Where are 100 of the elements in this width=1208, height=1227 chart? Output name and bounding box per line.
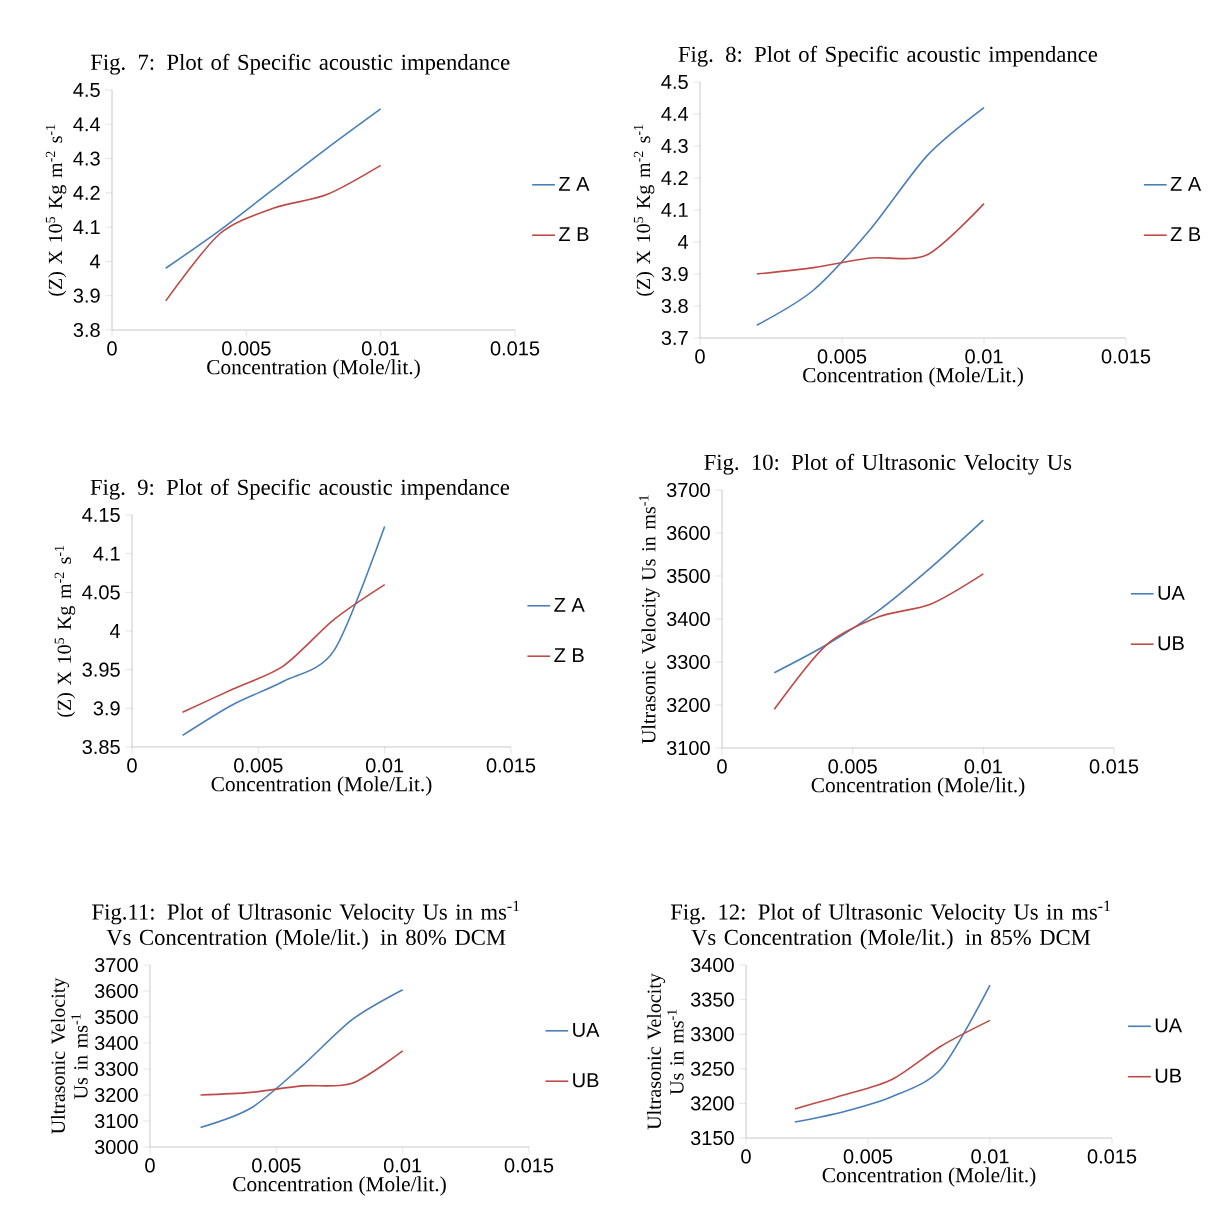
x-tick-label: 0 — [717, 759, 727, 774]
y-tick-label: 4.05 — [82, 585, 120, 600]
line-series — [165, 108, 382, 270]
legend-label: Z B — [559, 227, 589, 242]
line-series — [773, 573, 985, 711]
x-tick-label: 0 — [145, 1158, 155, 1173]
y-tick-label: 3.85 — [82, 739, 120, 755]
chart-title: Fig. 8: Plot of Specific acoustic impendance — [678, 45, 1098, 67]
x-axis-title: Concentration (Mole/lit.) — [811, 777, 1025, 797]
x-tick-label: 0.005 — [843, 1149, 893, 1164]
x-axis-title: Concentration (Mole/Lit.) — [211, 776, 432, 796]
y-axis-title: (Z) X 10$^{5}$ Kg m$^{-2}$ s$^{-1}$ — [633, 124, 655, 296]
y-axis-title: Ultrasonic Velocity Us in ms$^{-1}$ — [639, 495, 660, 744]
x-tick-label: 0.015 — [486, 758, 536, 773]
y-tick-label: 3400 — [94, 1035, 138, 1051]
y-tick-label: 4.1 — [661, 203, 688, 217]
y-tick-label: 3600 — [94, 983, 138, 999]
x-tick-label: 0.005 — [828, 759, 877, 774]
legend-label: Z A — [1170, 176, 1202, 191]
y-tick-label: 3100 — [666, 740, 710, 756]
x-tick-label: 0.005 — [817, 349, 867, 364]
legend-label: UA — [573, 1022, 600, 1037]
y-tick-label: 4.5 — [661, 75, 688, 89]
y-tick-label: 3600 — [666, 525, 710, 541]
legend-label: UA — [1158, 585, 1185, 600]
line-series — [794, 1019, 991, 1110]
line-series — [199, 1050, 404, 1096]
y-tick-label: 3.9 — [73, 288, 100, 303]
x-tick-label: 0.01 — [366, 758, 404, 773]
chart-title: Fig. 9: Plot of Specific acoustic impendance — [90, 478, 510, 500]
legend-label: Z A — [554, 597, 585, 612]
y-tick-label: 3400 — [666, 611, 710, 627]
y-axis-title: (Z) X 10$^{5}$ Kg m$^{-2}$ s$^{-1}$ — [45, 124, 67, 296]
x-tick-label: 0.005 — [234, 758, 283, 773]
y-axis-title: Ultrasonic Velocity Us in ms$^{-1}$ — [646, 973, 684, 1130]
x-tick-label: 0 — [107, 341, 117, 356]
y-tick-label: 4.2 — [73, 185, 100, 200]
y-tick-label: 4 — [90, 254, 101, 269]
chart-title: Fig. 7: Plot of Specific acoustic impendance — [90, 53, 510, 75]
y-tick-label: 4 — [110, 624, 121, 638]
y-tick-label: 3.9 — [661, 266, 688, 282]
line-series — [773, 519, 985, 674]
line-series — [181, 525, 386, 737]
y-tick-label: 4.1 — [93, 546, 120, 561]
x-tick-label: 0.015 — [1101, 349, 1151, 364]
line-series — [756, 202, 985, 275]
x-tick-label: 0.01 — [971, 1149, 1009, 1164]
x-tick-label: 0.005 — [252, 1158, 301, 1173]
y-tick-label: 3700 — [94, 957, 138, 973]
x-tick-label: 0 — [127, 758, 137, 773]
y-tick-label: 3100 — [94, 1113, 138, 1129]
y-tick-label: 3300 — [666, 654, 710, 670]
x-tick-label: 0.01 — [362, 341, 400, 356]
chart-title: Fig. 12: Plot of Ultrasonic Velocity Us in ms$^{-1}$ Vs Concentration (Mole/lit.) in 85% DCM — [670, 900, 1111, 950]
y-tick-label: 3500 — [94, 1009, 138, 1025]
line-series — [756, 106, 985, 326]
y-tick-label: 4.15 — [82, 508, 120, 522]
legend-label: UB — [1155, 1068, 1182, 1083]
y-axis-title: Ultrasonic Velocity Us in ms$^{-1}$ — [50, 977, 88, 1134]
y-tick-label: 3150 — [690, 1130, 734, 1146]
legend-label: UA — [1155, 1018, 1183, 1033]
y-tick-label: 3700 — [666, 482, 710, 498]
x-tick-label: 0.015 — [1089, 759, 1139, 774]
legend-label: Z B — [1170, 227, 1201, 242]
x-tick-label: 0.015 — [504, 1158, 554, 1173]
y-axis-title: (Z) X 10$^{5}$ Kg m$^{-2}$ s$^{-1}$ — [54, 545, 76, 717]
y-tick-label: 4.3 — [661, 138, 688, 154]
x-tick-label: 0 — [741, 1149, 751, 1164]
chart-title: Fig. 10: Plot of Ultrasonic Velocity Us — [704, 453, 1072, 475]
x-tick-label: 0.01 — [964, 759, 1002, 774]
y-tick-label: 3.95 — [82, 662, 120, 677]
y-tick-label: 3.7 — [661, 330, 688, 346]
y-tick-label: 4 — [678, 235, 689, 249]
y-tick-label: 4.2 — [661, 171, 688, 185]
y-tick-label: 3300 — [94, 1061, 138, 1077]
legend-label: Z B — [554, 648, 584, 663]
line-series — [199, 988, 404, 1129]
y-tick-label: 3400 — [690, 957, 734, 973]
y-tick-label: 3250 — [690, 1061, 734, 1076]
y-tick-label: 4.3 — [73, 151, 100, 166]
line-series — [794, 984, 991, 1123]
y-tick-label: 3200 — [690, 1096, 734, 1111]
x-tick-label: 0.01 — [384, 1158, 422, 1173]
x-tick-label: 0.015 — [490, 341, 540, 356]
y-tick-label: 3000 — [94, 1139, 138, 1155]
x-tick-label: 0.005 — [222, 341, 271, 356]
y-tick-label: 4.4 — [73, 117, 101, 132]
y-tick-label: 3.9 — [93, 701, 120, 716]
y-tick-label: 3.8 — [661, 298, 688, 314]
x-tick-label: 0.01 — [965, 349, 1003, 364]
y-tick-label: 3.8 — [73, 322, 100, 338]
legend-label: UB — [1158, 636, 1184, 651]
x-tick-label: 0 — [695, 349, 705, 364]
y-tick-label: 3300 — [690, 1027, 734, 1042]
x-axis-title: Concentration (Mole/lit.) — [233, 1176, 446, 1196]
y-tick-label: 3200 — [666, 697, 710, 713]
line-series — [165, 164, 382, 302]
y-tick-label: 4.1 — [73, 220, 100, 235]
chart-title: Fig.11: Plot of Ultrasonic Velocity Us in ms$^{-1}$ Vs Concentration (Mole/lit.) in 80% DCM — [92, 900, 520, 950]
x-axis-title: Concentration (Mole/lit.) — [822, 1167, 1036, 1187]
